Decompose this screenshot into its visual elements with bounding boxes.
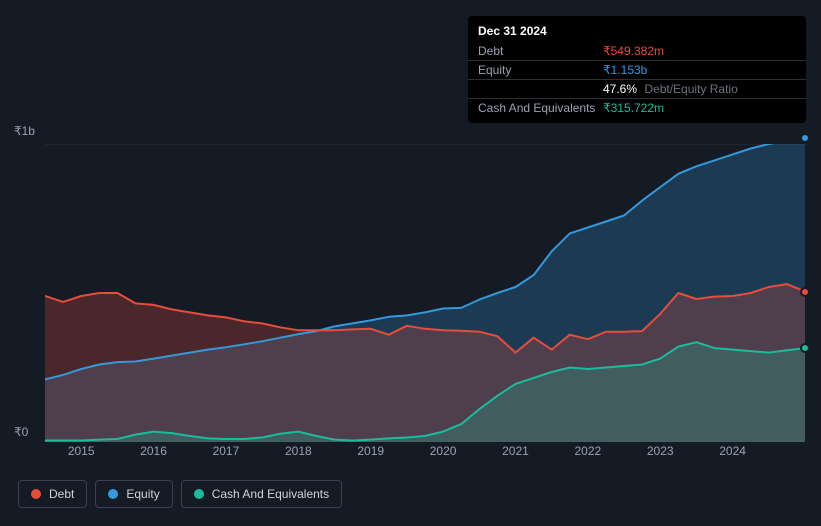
x-tick: 2015 (68, 444, 95, 458)
legend-item-cash[interactable]: Cash And Equivalents (181, 480, 342, 508)
end-marker-cash (800, 343, 810, 353)
tooltip-equity-value: ₹1.153b (603, 63, 647, 77)
x-tick: 2018 (285, 444, 312, 458)
x-tick: 2021 (502, 444, 529, 458)
tooltip-date: Dec 31 2024 (468, 22, 806, 42)
legend-label-equity: Equity (126, 487, 159, 501)
chart-plot-area[interactable] (45, 144, 805, 442)
tooltip-ratio-label (478, 82, 603, 96)
x-tick: 2023 (647, 444, 674, 458)
x-tick: 2017 (213, 444, 240, 458)
legend-swatch-cash (194, 489, 204, 499)
chart-svg (45, 144, 805, 442)
tooltip-ratio-suffix: Debt/Equity Ratio (644, 82, 737, 96)
legend-item-debt[interactable]: Debt (18, 480, 87, 508)
y-axis-min: ₹0 (14, 425, 28, 439)
legend-item-equity[interactable]: Equity (95, 480, 172, 508)
x-tick: 2020 (430, 444, 457, 458)
end-marker-debt (800, 287, 810, 297)
legend: Debt Equity Cash And Equivalents (18, 480, 342, 508)
tooltip-debt-value: ₹549.382m (603, 44, 664, 58)
tooltip-row-equity: Equity ₹1.153b (468, 61, 806, 80)
x-tick: 2016 (140, 444, 167, 458)
legend-label-debt: Debt (49, 487, 74, 501)
tooltip-row-ratio: 47.6% Debt/Equity Ratio (468, 80, 806, 99)
legend-swatch-debt (31, 489, 41, 499)
tooltip-row-debt: Debt ₹549.382m (468, 42, 806, 61)
x-tick: 2022 (574, 444, 601, 458)
tooltip-equity-label: Equity (478, 63, 603, 77)
x-tick: 2024 (719, 444, 746, 458)
end-marker-equity (800, 133, 810, 143)
x-tick: 2019 (357, 444, 384, 458)
legend-swatch-equity (108, 489, 118, 499)
y-axis-max: ₹1b (14, 124, 35, 138)
tooltip-cash-label: Cash And Equivalents (478, 101, 603, 115)
tooltip-cash-value: ₹315.722m (603, 101, 664, 115)
tooltip-row-cash: Cash And Equivalents ₹315.722m (468, 99, 806, 117)
tooltip-debt-label: Debt (478, 44, 603, 58)
x-axis: 2015 2016 2017 2018 2019 2020 2021 2022 2023 2024 (45, 444, 805, 464)
legend-label-cash: Cash And Equivalents (212, 487, 329, 501)
tooltip-ratio-value: 47.6% (603, 82, 637, 96)
chart-tooltip: Dec 31 2024 Debt ₹549.382m Equity ₹1.153… (468, 16, 806, 123)
